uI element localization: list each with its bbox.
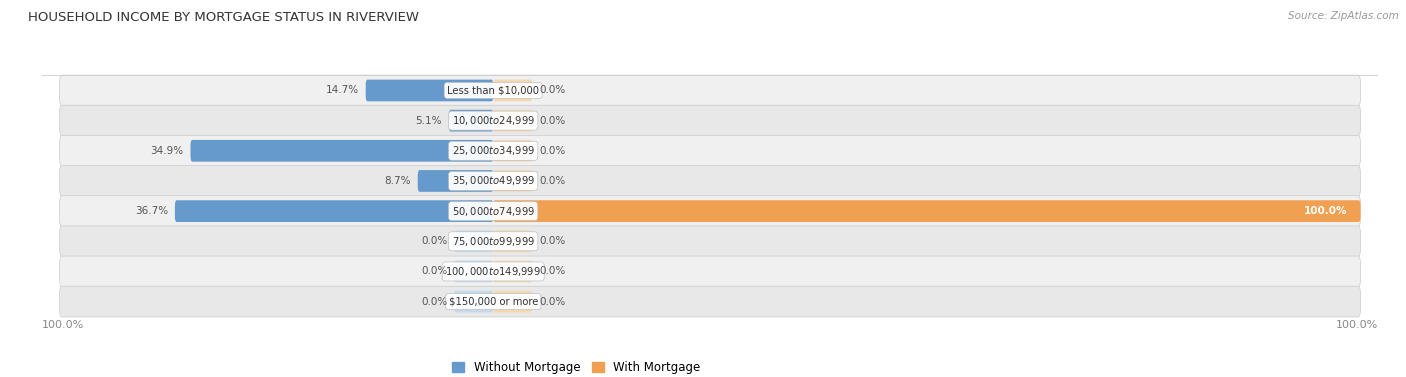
Text: 0.0%: 0.0%: [538, 146, 565, 156]
Text: $35,000 to $49,999: $35,000 to $49,999: [451, 175, 534, 187]
Text: 0.0%: 0.0%: [420, 267, 447, 276]
Text: $25,000 to $34,999: $25,000 to $34,999: [451, 144, 534, 157]
Text: Less than $10,000: Less than $10,000: [447, 86, 538, 95]
Text: 0.0%: 0.0%: [420, 297, 447, 307]
Text: 8.7%: 8.7%: [384, 176, 411, 186]
Text: $10,000 to $24,999: $10,000 to $24,999: [451, 114, 534, 127]
FancyBboxPatch shape: [59, 196, 1361, 227]
FancyBboxPatch shape: [190, 140, 494, 162]
Text: HOUSEHOLD INCOME BY MORTGAGE STATUS IN RIVERVIEW: HOUSEHOLD INCOME BY MORTGAGE STATUS IN R…: [28, 11, 419, 24]
Text: 100.0%: 100.0%: [1303, 206, 1347, 216]
FancyBboxPatch shape: [59, 105, 1361, 136]
Text: 0.0%: 0.0%: [538, 86, 565, 95]
Text: $75,000 to $99,999: $75,000 to $99,999: [451, 235, 534, 248]
FancyBboxPatch shape: [449, 110, 494, 132]
Text: 36.7%: 36.7%: [135, 206, 167, 216]
FancyBboxPatch shape: [59, 256, 1361, 287]
Legend: Without Mortgage, With Mortgage: Without Mortgage, With Mortgage: [449, 357, 704, 377]
FancyBboxPatch shape: [454, 230, 494, 252]
FancyBboxPatch shape: [59, 75, 1361, 106]
FancyBboxPatch shape: [174, 200, 494, 222]
FancyBboxPatch shape: [494, 291, 533, 313]
Text: $150,000 or more: $150,000 or more: [449, 297, 538, 307]
Text: 0.0%: 0.0%: [420, 236, 447, 246]
FancyBboxPatch shape: [59, 166, 1361, 196]
Text: 14.7%: 14.7%: [326, 86, 359, 95]
FancyBboxPatch shape: [418, 170, 494, 192]
FancyBboxPatch shape: [366, 80, 494, 101]
Text: Source: ZipAtlas.com: Source: ZipAtlas.com: [1288, 11, 1399, 21]
Text: $100,000 to $149,999: $100,000 to $149,999: [446, 265, 541, 278]
FancyBboxPatch shape: [59, 135, 1361, 166]
FancyBboxPatch shape: [494, 261, 533, 282]
Text: 0.0%: 0.0%: [538, 116, 565, 126]
FancyBboxPatch shape: [494, 80, 533, 101]
FancyBboxPatch shape: [494, 170, 533, 192]
Text: 5.1%: 5.1%: [416, 116, 441, 126]
Text: 100.0%: 100.0%: [1336, 320, 1378, 330]
Text: 100.0%: 100.0%: [42, 320, 84, 330]
FancyBboxPatch shape: [59, 286, 1361, 317]
FancyBboxPatch shape: [494, 110, 533, 132]
FancyBboxPatch shape: [59, 226, 1361, 257]
Text: 0.0%: 0.0%: [538, 236, 565, 246]
FancyBboxPatch shape: [454, 291, 494, 313]
Text: 0.0%: 0.0%: [538, 267, 565, 276]
Text: 0.0%: 0.0%: [538, 176, 565, 186]
FancyBboxPatch shape: [454, 261, 494, 282]
FancyBboxPatch shape: [494, 140, 533, 162]
FancyBboxPatch shape: [494, 200, 1361, 222]
FancyBboxPatch shape: [494, 230, 533, 252]
Text: 34.9%: 34.9%: [150, 146, 184, 156]
Text: $50,000 to $74,999: $50,000 to $74,999: [451, 205, 534, 218]
Text: 0.0%: 0.0%: [538, 297, 565, 307]
